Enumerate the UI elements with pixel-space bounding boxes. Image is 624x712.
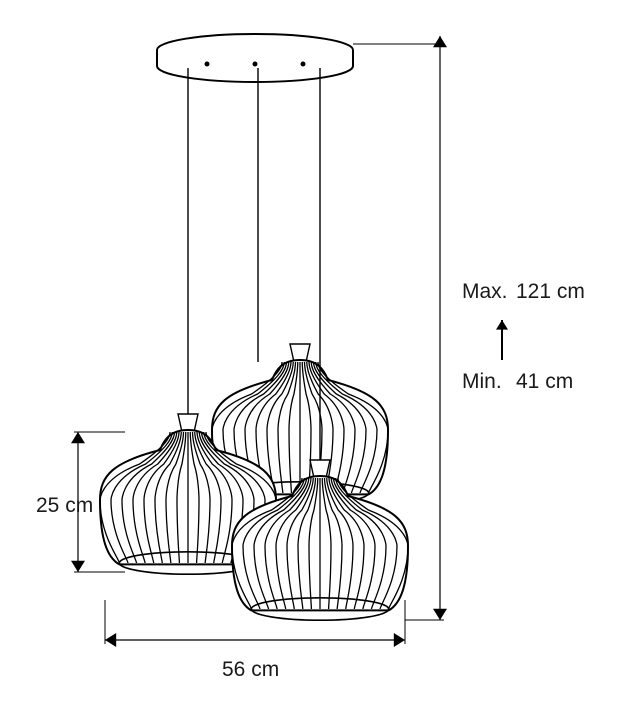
- svg-text:41 cm: 41 cm: [516, 370, 573, 393]
- svg-text:56 cm: 56 cm: [222, 658, 279, 681]
- svg-text:25 cm: 25 cm: [36, 494, 93, 517]
- svg-text:121 cm: 121 cm: [516, 280, 585, 303]
- svg-text:Max.: Max.: [462, 280, 508, 303]
- svg-text:Min.: Min.: [462, 370, 502, 393]
